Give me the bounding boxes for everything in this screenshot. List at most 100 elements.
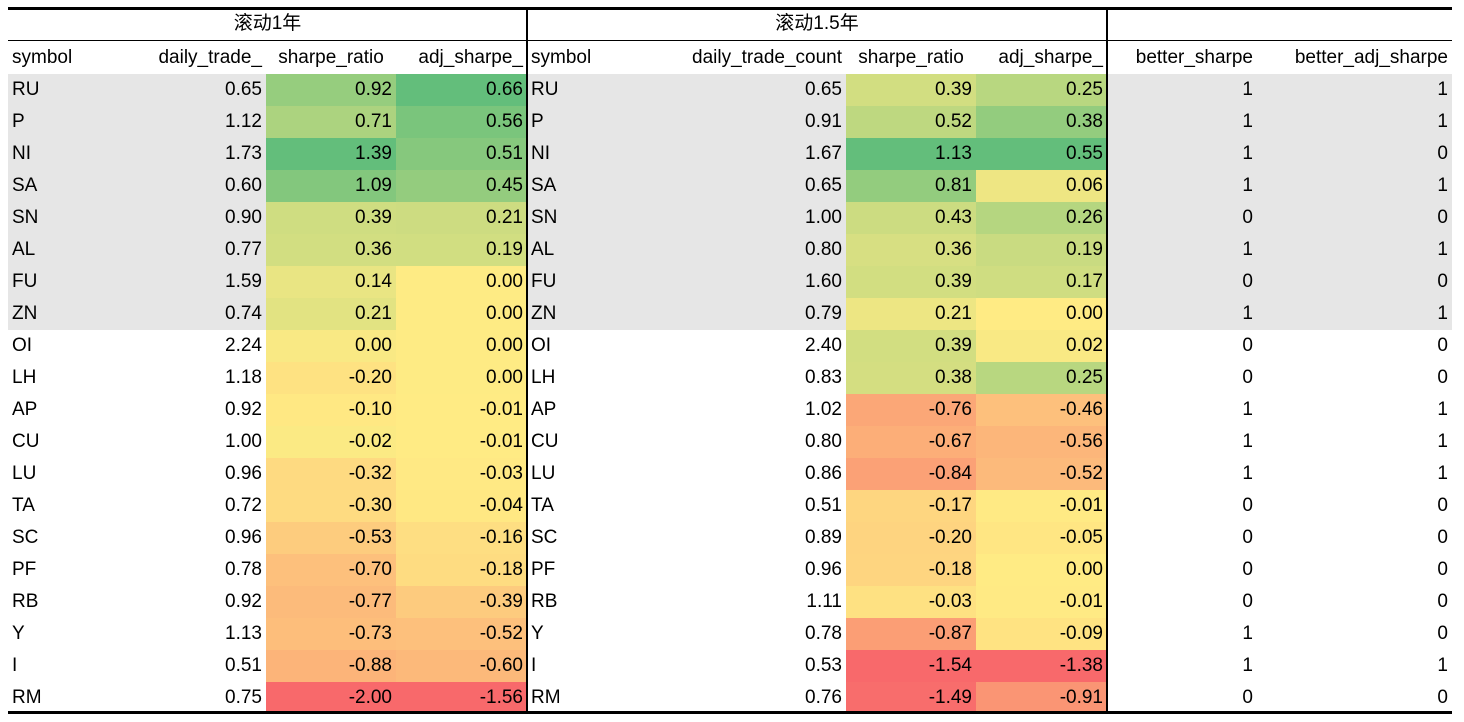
value-cell: 0.00 bbox=[976, 298, 1107, 330]
value-cell: -0.87 bbox=[846, 618, 976, 650]
value-cell: 0.86 bbox=[805, 463, 842, 484]
symbol-cell: NI bbox=[527, 138, 660, 170]
value-cell: 1.59 bbox=[132, 266, 266, 298]
top-rule bbox=[8, 7, 1452, 10]
value-cell: -0.01 bbox=[976, 490, 1107, 522]
value-cell: -0.73 bbox=[266, 618, 396, 650]
value-cell: 0.91 bbox=[660, 106, 846, 138]
symbol-cell: ZN bbox=[527, 298, 660, 330]
value-cell: -0.20 bbox=[266, 362, 396, 394]
value-cell: 0 bbox=[1242, 495, 1253, 516]
value-cell: 0.51 bbox=[225, 655, 262, 676]
value-cell: 0 bbox=[1107, 266, 1257, 298]
value-cell: 0.21 bbox=[846, 298, 976, 330]
header-rule bbox=[8, 40, 1452, 41]
symbol-cell: LU bbox=[531, 463, 556, 484]
value-cell: 0.39 bbox=[846, 266, 976, 298]
value-cell: 1.60 bbox=[660, 266, 846, 298]
value-cell: -0.05 bbox=[976, 522, 1107, 554]
value-cell: 1 bbox=[1242, 463, 1253, 484]
value-cell: 1.13 bbox=[225, 623, 262, 644]
symbol-cell: CU bbox=[531, 431, 559, 452]
value-cell: 0.80 bbox=[660, 234, 846, 266]
value-cell: 0.90 bbox=[132, 202, 266, 234]
value-cell: -0.01 bbox=[396, 394, 527, 426]
value-cell: 0 bbox=[1107, 202, 1257, 234]
value-cell: 0.38 bbox=[976, 106, 1107, 138]
value-cell: 0 bbox=[1437, 367, 1448, 388]
symbol-cell: PF bbox=[531, 559, 556, 580]
symbol-cell: Y bbox=[531, 623, 544, 644]
value-cell: -0.17 bbox=[846, 490, 976, 522]
value-cell: 0 bbox=[1437, 335, 1448, 356]
value-cell: -0.04 bbox=[396, 490, 527, 522]
value-cell: 0.00 bbox=[396, 266, 527, 298]
value-cell: 1 bbox=[1107, 298, 1257, 330]
symbol-cell: RU bbox=[527, 74, 660, 106]
value-cell: -0.01 bbox=[396, 426, 527, 458]
value-cell: 0.51 bbox=[396, 138, 527, 170]
value-cell: 0.02 bbox=[976, 330, 1107, 362]
value-cell: 1 bbox=[1257, 298, 1452, 330]
value-cell: 1 bbox=[1437, 399, 1448, 420]
value-cell: 1.18 bbox=[225, 367, 262, 388]
value-cell: 0.80 bbox=[805, 431, 842, 452]
value-cell: -2.00 bbox=[266, 682, 396, 714]
value-cell: 0.92 bbox=[225, 399, 262, 420]
value-cell: 2.24 bbox=[225, 335, 262, 356]
value-cell: -0.03 bbox=[846, 586, 976, 618]
value-cell: 0 bbox=[1242, 367, 1253, 388]
symbol-cell: ZN bbox=[8, 298, 132, 330]
value-cell: -0.02 bbox=[266, 426, 396, 458]
value-cell: 0.00 bbox=[396, 298, 527, 330]
column-separator bbox=[526, 8, 528, 712]
symbol-cell: LH bbox=[12, 367, 37, 388]
group-title: 滚动1年 bbox=[233, 13, 302, 34]
value-cell: 0.65 bbox=[132, 74, 266, 106]
value-cell: 0.26 bbox=[976, 202, 1107, 234]
value-cell: 0.56 bbox=[396, 106, 527, 138]
value-cell: 0.96 bbox=[225, 463, 262, 484]
value-cell: 1 bbox=[1242, 431, 1253, 452]
value-cell: -1.38 bbox=[976, 650, 1107, 682]
value-cell: 0 bbox=[1437, 527, 1448, 548]
value-cell: -0.30 bbox=[266, 490, 396, 522]
symbol-cell: SN bbox=[8, 202, 132, 234]
value-cell: -0.53 bbox=[266, 522, 396, 554]
value-cell: -0.70 bbox=[266, 554, 396, 586]
value-cell: 0.17 bbox=[976, 266, 1107, 298]
value-cell: -0.91 bbox=[976, 682, 1107, 714]
symbol-cell: PF bbox=[12, 559, 37, 580]
value-cell: 0.21 bbox=[396, 202, 527, 234]
value-cell: -0.09 bbox=[976, 618, 1107, 650]
value-cell: 1 bbox=[1437, 431, 1448, 452]
value-cell: 2.40 bbox=[805, 335, 842, 356]
value-cell: 0.39 bbox=[266, 202, 396, 234]
value-cell: 1.73 bbox=[132, 138, 266, 170]
value-cell: 0.19 bbox=[396, 234, 527, 266]
value-cell: -0.52 bbox=[976, 458, 1107, 490]
value-cell: -0.77 bbox=[266, 586, 396, 618]
value-cell: 0.39 bbox=[846, 330, 976, 362]
group-title: 滚动1.5年 bbox=[775, 13, 859, 34]
value-cell: 0.66 bbox=[396, 74, 527, 106]
value-cell: 1.00 bbox=[225, 431, 262, 452]
value-cell: 0.14 bbox=[266, 266, 396, 298]
value-cell: -0.56 bbox=[976, 426, 1107, 458]
value-cell: 1.67 bbox=[660, 138, 846, 170]
symbol-cell: FU bbox=[8, 266, 132, 298]
value-cell: 0.92 bbox=[225, 591, 262, 612]
value-cell: 0 bbox=[1242, 559, 1253, 580]
symbol-cell: LU bbox=[12, 463, 37, 484]
value-cell: 1 bbox=[1107, 234, 1257, 266]
column-header: better_adj_sharpe bbox=[1294, 47, 1448, 68]
value-cell: 0.78 bbox=[805, 623, 842, 644]
value-cell: 1.00 bbox=[660, 202, 846, 234]
symbol-cell: NI bbox=[8, 138, 132, 170]
value-cell: 0 bbox=[1437, 623, 1448, 644]
value-cell: 0.79 bbox=[660, 298, 846, 330]
value-cell: 0.53 bbox=[805, 655, 842, 676]
symbol-cell: RB bbox=[531, 591, 558, 612]
value-cell: -0.20 bbox=[846, 522, 976, 554]
value-cell: 0 bbox=[1257, 202, 1452, 234]
